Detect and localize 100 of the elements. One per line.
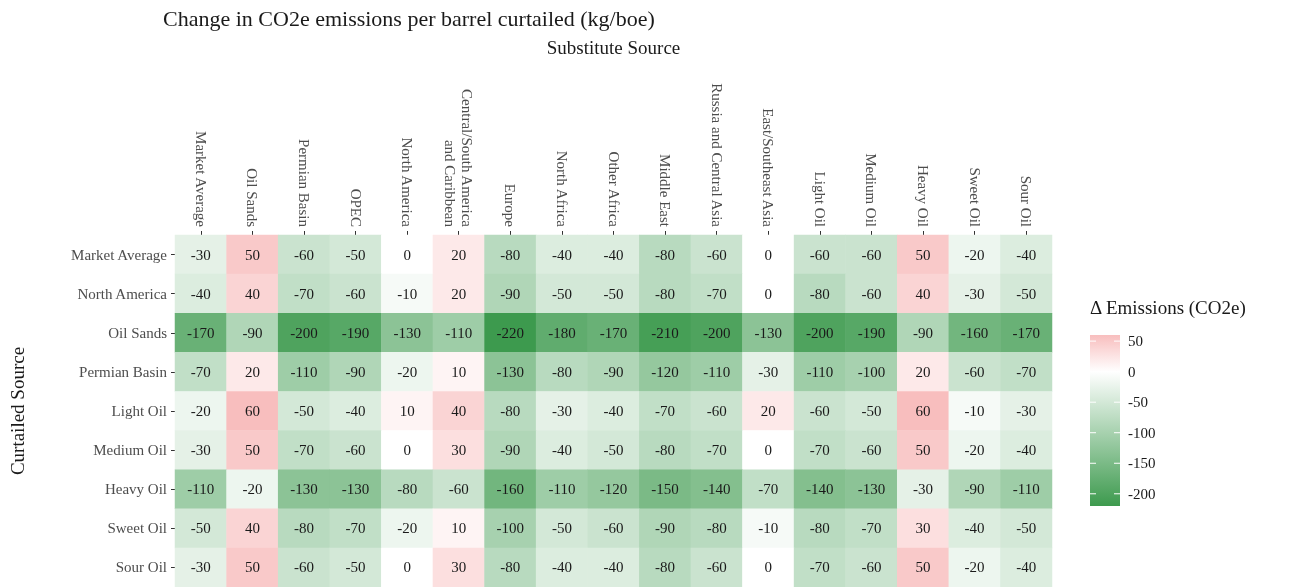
data-label: -10 bbox=[758, 520, 779, 537]
data-label: 40 bbox=[915, 285, 931, 302]
data-label: -130 bbox=[857, 481, 886, 498]
data-label: -70 bbox=[1016, 363, 1037, 380]
data-label: -20 bbox=[964, 559, 985, 576]
y-tick-label: Market Average bbox=[71, 246, 168, 263]
data-label: -70 bbox=[655, 403, 676, 419]
data-label: -40 bbox=[603, 403, 624, 419]
x-tick-label: Medium Oil bbox=[863, 153, 880, 227]
data-label: -90 bbox=[913, 324, 934, 341]
x-tick-label: OPEC bbox=[347, 188, 364, 227]
data-label: -70 bbox=[861, 520, 882, 537]
y-tick-label: Permian Basin bbox=[79, 363, 168, 380]
data-label: 40 bbox=[244, 285, 260, 302]
x-tick-label: Sweet Oil bbox=[966, 167, 983, 227]
color-bar-label: -100 bbox=[1128, 424, 1156, 441]
data-label: -30 bbox=[190, 246, 211, 263]
data-label: -40 bbox=[551, 442, 572, 459]
data-label: -60 bbox=[861, 442, 882, 459]
data-label: -30 bbox=[913, 481, 934, 498]
data-label: -60 bbox=[809, 246, 830, 263]
data-label: -40 bbox=[964, 520, 985, 537]
data-label: -110 bbox=[548, 481, 576, 498]
data-label: 50 bbox=[915, 442, 931, 459]
data-label: -20 bbox=[397, 363, 418, 380]
data-label: -60 bbox=[706, 246, 727, 263]
data-label: -90 bbox=[603, 363, 624, 380]
data-label: -60 bbox=[345, 285, 366, 302]
data-label: -40 bbox=[1016, 442, 1037, 459]
data-label: -180 bbox=[548, 324, 576, 341]
data-label: 10 bbox=[451, 520, 467, 537]
data-label: 0 bbox=[403, 559, 411, 576]
data-label: -110 bbox=[445, 324, 473, 341]
data-label: 40 bbox=[451, 403, 467, 419]
data-label: 0 bbox=[764, 246, 773, 263]
data-label: -190 bbox=[857, 324, 886, 341]
x-tick-label: Oil Sands bbox=[244, 168, 261, 228]
x-tick-label: Heavy Oil bbox=[915, 164, 932, 227]
data-label: 60 bbox=[244, 403, 260, 419]
data-label: -90 bbox=[345, 363, 366, 380]
data-label: -130 bbox=[496, 363, 525, 380]
data-label: 20 bbox=[244, 363, 260, 380]
y-tick-label: Sour Oil bbox=[115, 559, 167, 576]
data-label: -40 bbox=[345, 403, 366, 419]
color-bar-label: -150 bbox=[1128, 455, 1156, 472]
data-label: -190 bbox=[341, 324, 370, 341]
data-label: -60 bbox=[964, 363, 985, 380]
data-label: -70 bbox=[293, 442, 314, 459]
y-tick-label: North America bbox=[77, 285, 168, 302]
color-bar-label: 0 bbox=[1128, 363, 1136, 380]
data-label: -170 bbox=[187, 324, 215, 341]
data-label: -80 bbox=[706, 520, 727, 537]
data-label: -60 bbox=[293, 559, 314, 576]
data-label: -110 bbox=[290, 363, 318, 380]
data-label: -200 bbox=[290, 324, 318, 341]
data-label: 40 bbox=[244, 520, 260, 537]
y-tick-label: Light Oil bbox=[111, 403, 167, 419]
chart-title: Change in CO2e emissions per barrel curtailed (kg/boe) bbox=[163, 5, 655, 31]
data-label: -110 bbox=[806, 363, 834, 380]
data-label: -50 bbox=[1016, 285, 1037, 302]
data-label: 30 bbox=[451, 442, 467, 459]
data-label: -40 bbox=[603, 246, 624, 263]
data-label: -100 bbox=[857, 363, 886, 380]
data-label: 0 bbox=[764, 559, 773, 576]
data-label: -80 bbox=[551, 363, 572, 380]
data-label: -40 bbox=[1016, 246, 1037, 263]
data-label: 50 bbox=[244, 246, 260, 263]
y-tick-label: Medium Oil bbox=[93, 442, 167, 459]
x-tick-label: East/Southeast Asia bbox=[760, 108, 777, 228]
data-label: 60 bbox=[915, 403, 931, 419]
data-label: -70 bbox=[809, 559, 830, 576]
data-label: -90 bbox=[242, 324, 263, 341]
data-label: -160 bbox=[960, 324, 989, 341]
data-label: -80 bbox=[655, 285, 676, 302]
data-label: 0 bbox=[403, 442, 411, 459]
data-label: -70 bbox=[345, 520, 366, 537]
x-tick-label: Russia and Central Asia bbox=[708, 83, 725, 228]
data-label: -130 bbox=[393, 324, 421, 341]
color-bar-label: -50 bbox=[1128, 394, 1148, 411]
data-label: 10 bbox=[451, 363, 467, 380]
data-label: -20 bbox=[190, 403, 211, 419]
data-label: -80 bbox=[655, 559, 676, 576]
x-axis-title: Substitute Source bbox=[546, 37, 681, 58]
data-label: -80 bbox=[655, 246, 676, 263]
data-label: -70 bbox=[190, 363, 211, 380]
data-label: -50 bbox=[293, 403, 314, 419]
data-label: -130 bbox=[290, 481, 318, 498]
data-label: -70 bbox=[809, 442, 830, 459]
data-label: -40 bbox=[1016, 559, 1037, 576]
data-label: -40 bbox=[551, 246, 572, 263]
data-label: -90 bbox=[500, 285, 521, 302]
data-label: 50 bbox=[915, 559, 931, 576]
data-label: 20 bbox=[451, 285, 467, 302]
data-label: -90 bbox=[655, 520, 676, 537]
data-label: -90 bbox=[500, 442, 521, 459]
data-label: -90 bbox=[964, 481, 985, 498]
data-label: -160 bbox=[496, 481, 525, 498]
data-label: -110 bbox=[1012, 481, 1040, 498]
data-label: -70 bbox=[293, 285, 314, 302]
data-label: -30 bbox=[758, 363, 779, 380]
